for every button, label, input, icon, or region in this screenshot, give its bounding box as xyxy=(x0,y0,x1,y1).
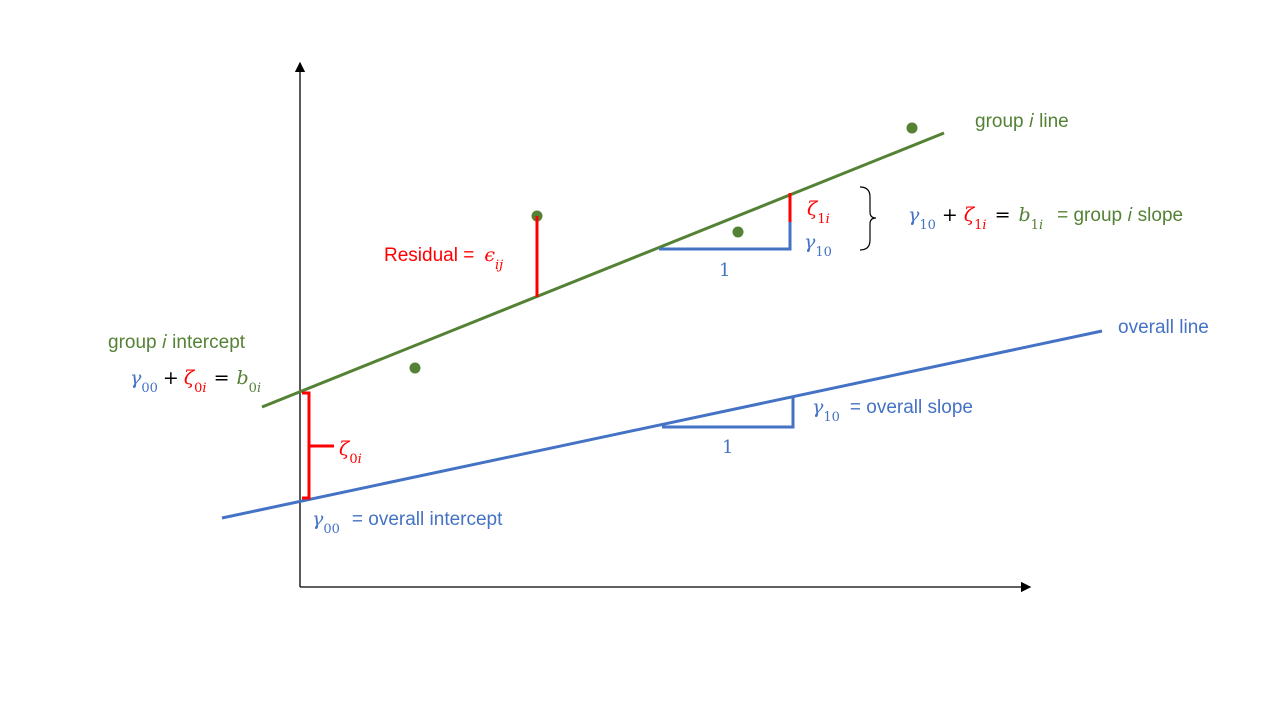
subscript: 0𝑖 xyxy=(249,381,261,396)
b: 𝑏 xyxy=(1019,204,1031,226)
zeta: ζ xyxy=(339,438,351,460)
group-run-label: 1 xyxy=(719,260,730,281)
group-slope-formula: γ10 + ζ1𝑖 = 𝑏1𝑖 = group 𝑖 slope xyxy=(908,204,1183,233)
slope-label: = group 𝑖 slope xyxy=(1057,205,1183,226)
data-points xyxy=(409,122,918,374)
group-line xyxy=(261,131,945,409)
plus: + xyxy=(942,204,958,226)
b: 𝑏 xyxy=(237,367,249,389)
slope-brace xyxy=(859,186,877,251)
zeta-0i-label: ζ0𝑖 xyxy=(339,438,362,467)
group-intercept-formula: γ00 + ζ0𝑖 = 𝑏0𝑖 xyxy=(130,367,261,396)
overall-line xyxy=(221,329,1103,520)
zeta-1i-label: ζ1𝑖 xyxy=(807,198,830,227)
overall-slope-text: = overall slope xyxy=(850,397,973,418)
subscript: 1𝑖 xyxy=(817,212,829,227)
overall-intercept-label: γ00 = overall intercept xyxy=(312,508,503,537)
epsilon: ϵ xyxy=(484,244,495,266)
group-line-label: group 𝑖 line xyxy=(975,111,1069,132)
gamma: γ xyxy=(130,367,142,389)
residual-label: Residual = ϵ𝑖𝑗 xyxy=(384,244,503,273)
equals: = xyxy=(214,367,230,389)
gamma: γ xyxy=(804,231,816,253)
overall-intercept-text: = overall intercept xyxy=(352,509,503,530)
subscript: 1𝑖 xyxy=(1031,218,1043,233)
residual-text: Residual = xyxy=(384,245,474,266)
subscript: 0𝑖 xyxy=(349,452,361,467)
overall-slope-label: γ10 = overall slope xyxy=(812,396,973,425)
point xyxy=(732,226,744,238)
zeta: ζ xyxy=(184,367,196,389)
zeta: ζ xyxy=(807,198,819,220)
point xyxy=(409,362,421,374)
overall-slope-triangle xyxy=(662,397,795,429)
gamma-10-label: γ10 xyxy=(804,231,832,260)
equals: = xyxy=(995,204,1011,226)
gamma: γ xyxy=(908,204,920,226)
subscript: 10 xyxy=(823,410,840,425)
subscript: 1𝑖 xyxy=(974,218,986,233)
zeta: ζ xyxy=(964,204,976,226)
subscript: 00 xyxy=(323,522,340,537)
plus: + xyxy=(163,367,179,389)
overall-line-label: overall line xyxy=(1118,317,1209,338)
subscript: 𝑖𝑗 xyxy=(495,258,503,273)
gamma: γ xyxy=(312,508,324,530)
group-slope-triangle xyxy=(659,222,792,251)
gamma: γ xyxy=(812,396,824,418)
subscript: 10 xyxy=(919,218,936,233)
group-intercept-label: group 𝑖 intercept xyxy=(108,332,246,353)
intercept-bracket xyxy=(302,391,334,500)
overall-run-label: 1 xyxy=(722,437,733,458)
subscript: 0𝑖 xyxy=(194,381,206,396)
point xyxy=(906,122,918,134)
subscript: 00 xyxy=(141,381,158,396)
subscript: 10 xyxy=(815,245,832,260)
